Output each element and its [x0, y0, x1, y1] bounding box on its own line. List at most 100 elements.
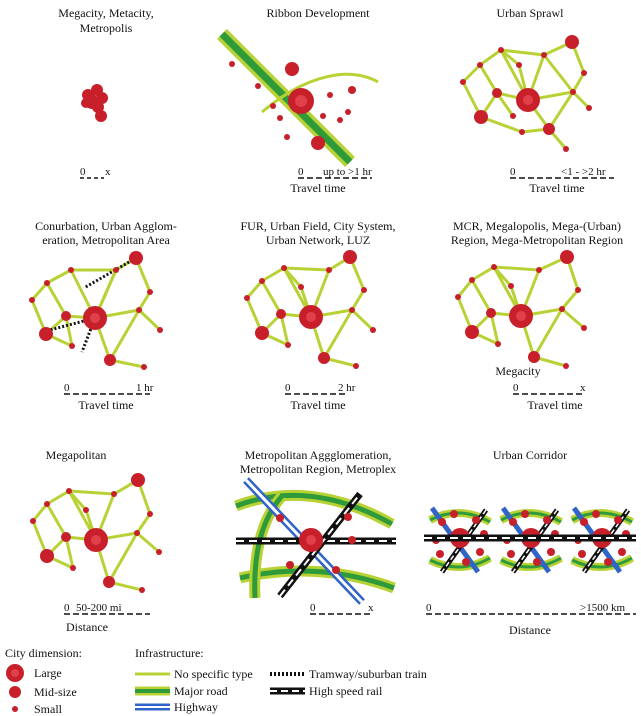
panel-title: Megapolitan	[46, 448, 107, 462]
svg-text:Major road: Major road	[174, 684, 228, 698]
city-node-small	[436, 550, 444, 558]
city-node-small	[586, 105, 592, 111]
panel-mcr: MCR, Megalopolis, Mega-(Urban) Region, M…	[451, 219, 623, 412]
city-node-small	[281, 265, 287, 271]
city-node-small	[44, 280, 50, 286]
city-node-small	[70, 565, 76, 571]
city-node-small	[327, 92, 333, 98]
panel-title: Conurbation, Urban Agglom-	[35, 219, 177, 233]
city-node-small	[614, 516, 622, 524]
svg-text:High speed rail: High speed rail	[309, 684, 383, 698]
city-node-mid	[129, 251, 143, 265]
megacity-annotation: Megacity	[495, 364, 540, 378]
city-node-small	[618, 548, 626, 556]
city-node-small	[491, 264, 497, 270]
city-node-mid	[96, 92, 108, 104]
scale-bar: 0 up to >1 hr Travel time	[290, 166, 372, 195]
panel-title: Urban Sprawl	[497, 6, 565, 20]
city-node-small	[563, 363, 569, 369]
city-node-mid	[343, 250, 357, 264]
city-node-small	[29, 297, 35, 303]
city-node-small	[141, 364, 147, 370]
city-node-small	[285, 342, 291, 348]
svg-text:Tramway/suburban train: Tramway/suburban train	[309, 667, 427, 681]
scale-caption: Travel time	[290, 181, 345, 195]
city-node-mid	[285, 62, 299, 76]
city-node-small	[244, 295, 250, 301]
panel-title: Metropolitan Region, Metroplex	[240, 462, 396, 476]
scale-caption: Travel time	[529, 181, 584, 195]
city-node-mid	[103, 576, 115, 588]
city-node-small	[438, 518, 446, 526]
panel-corridor: Urban Corridor 0 >1500 km Distance	[424, 448, 636, 637]
city-node-small	[286, 561, 294, 569]
city-node-small	[277, 115, 283, 121]
city-node-mid	[61, 311, 71, 321]
city-node-small	[604, 558, 612, 566]
svg-text:No specific type: No specific type	[174, 667, 253, 681]
legend-city-title: City dimension:	[5, 646, 82, 660]
city-node-small	[516, 62, 522, 68]
city-node-small	[344, 513, 352, 521]
city-node-small	[521, 510, 529, 518]
svg-text:x: x	[368, 602, 374, 614]
city-node-small	[139, 587, 145, 593]
svg-text:0: 0	[426, 602, 432, 614]
legend-infra-title: Infrastructure:	[135, 646, 204, 660]
scale-bar: 0 1 hr Travel time	[64, 382, 154, 412]
city-node-mid	[81, 98, 91, 108]
city-node-small	[559, 306, 565, 312]
scale-bar: 0 <1 - >2 hr Travel time	[510, 166, 614, 195]
city-node-small	[563, 146, 569, 152]
city-node-mid	[543, 123, 555, 135]
svg-text:50-200 mi: 50-200 mi	[76, 602, 122, 614]
svg-text:Large: Large	[34, 666, 62, 680]
panel-fur: FUR, Urban Field, City System, Urban Net…	[240, 219, 395, 412]
city-node-small	[570, 89, 576, 95]
city-node-small	[510, 113, 516, 119]
legend-infrastructure: Infrastructure: No specific type Major r…	[135, 646, 427, 714]
link-road	[261, 72, 379, 114]
scale-caption: Distance	[66, 620, 108, 634]
scale-caption: Travel time	[527, 398, 582, 412]
city-node-mid	[528, 351, 540, 363]
scale-bar: 0 x Travel time	[513, 382, 586, 412]
city-node-small	[83, 507, 89, 513]
svg-text:x: x	[105, 166, 111, 178]
svg-text:0: 0	[513, 382, 519, 394]
city-node-small	[462, 558, 470, 566]
city-node-small	[44, 501, 50, 507]
city-node-small	[370, 327, 376, 333]
city-node-small	[353, 363, 359, 369]
city-cluster	[81, 84, 108, 122]
city-node-small	[259, 278, 265, 284]
svg-text:2 hr: 2 hr	[338, 382, 356, 394]
svg-text:0: 0	[64, 602, 70, 614]
panel-ribbon: Ribbon Development 0 up to >1 hr Travel …	[217, 6, 379, 195]
city-node-small	[320, 113, 326, 119]
scale-bar: 0 2 hr Travel time	[285, 382, 356, 412]
legend-city-dimension: City dimension: Large Mid-size Small	[5, 646, 82, 716]
city-node-small	[455, 294, 461, 300]
city-node-small	[348, 86, 356, 94]
legend-swatch-small	[12, 706, 18, 712]
city-node-small	[337, 117, 343, 123]
city-node-small	[472, 516, 480, 524]
panel-title: Region, Mega-Metropolitan Region	[451, 233, 623, 247]
svg-text:0: 0	[285, 382, 291, 394]
panel-title: FUR, Urban Field, City System,	[240, 219, 395, 233]
panel-title: eration, Metropolitan Area	[42, 233, 170, 247]
panel-conurbation: Conurbation, Urban Agglom- eration, Metr…	[29, 219, 177, 412]
city-node-mid	[560, 250, 574, 264]
city-node-small	[580, 518, 588, 526]
city-node-mid	[565, 35, 579, 49]
svg-text:0: 0	[298, 166, 304, 178]
svg-text:0: 0	[64, 382, 70, 394]
city-node-small	[460, 79, 466, 85]
city-node-small	[349, 307, 355, 313]
panel-megacity: Megacity, Metacity, Metropolis 0 x	[58, 6, 154, 179]
scale-bar: 0 x	[310, 602, 374, 615]
scale-bar: 0 x	[80, 166, 111, 179]
city-node-mid	[39, 327, 53, 341]
svg-text:0: 0	[510, 166, 516, 178]
